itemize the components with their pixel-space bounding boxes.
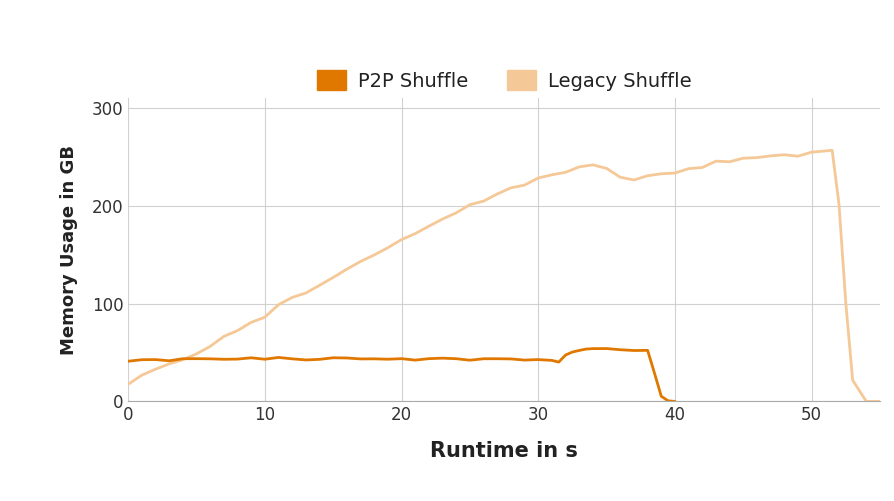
P2P Shuffle xyxy=(368,356,379,362)
Legacy Shuffle xyxy=(860,398,871,404)
X-axis label: Runtime in s: Runtime in s xyxy=(430,441,578,461)
P2P Shuffle xyxy=(451,356,461,362)
P2P Shuffle xyxy=(342,355,352,361)
Legacy Shuffle xyxy=(839,300,850,306)
P2P Shuffle xyxy=(355,356,366,362)
P2P Shuffle xyxy=(396,356,407,362)
P2P Shuffle xyxy=(464,357,475,363)
P2P Shuffle xyxy=(122,358,133,364)
Legacy Shuffle xyxy=(873,398,884,404)
P2P Shuffle xyxy=(246,355,257,361)
P2P Shuffle xyxy=(164,358,174,364)
Legacy Shuffle xyxy=(826,147,837,153)
P2P Shuffle xyxy=(546,357,557,363)
P2P Shuffle xyxy=(532,357,543,363)
P2P Shuffle xyxy=(560,352,570,358)
P2P Shuffle xyxy=(573,347,584,353)
P2P Shuffle xyxy=(552,359,563,365)
Legacy Shuffle xyxy=(300,290,311,296)
Legend: P2P Shuffle, Legacy Shuffle: P2P Shuffle, Legacy Shuffle xyxy=(308,63,698,99)
P2P Shuffle xyxy=(273,354,283,360)
P2P Shuffle xyxy=(218,356,229,362)
Legacy Shuffle xyxy=(696,164,707,170)
P2P Shuffle xyxy=(492,356,502,362)
P2P Shuffle xyxy=(662,398,672,404)
P2P Shuffle xyxy=(614,347,625,353)
P2P Shuffle xyxy=(327,355,338,361)
P2P Shuffle xyxy=(519,357,529,363)
P2P Shuffle xyxy=(436,355,447,361)
P2P Shuffle xyxy=(580,346,591,352)
P2P Shuffle xyxy=(477,356,488,362)
P2P Shuffle xyxy=(300,357,311,363)
Line: Legacy Shuffle: Legacy Shuffle xyxy=(128,150,879,401)
P2P Shuffle xyxy=(601,346,611,352)
Legacy Shuffle xyxy=(314,282,325,288)
P2P Shuffle xyxy=(259,356,270,362)
P2P Shuffle xyxy=(423,356,434,362)
P2P Shuffle xyxy=(191,356,202,362)
P2P Shuffle xyxy=(655,393,666,399)
P2P Shuffle xyxy=(586,346,597,352)
P2P Shuffle xyxy=(205,356,215,362)
P2P Shuffle xyxy=(232,356,242,362)
Y-axis label: Memory Usage in GB: Memory Usage in GB xyxy=(60,145,78,355)
Legacy Shuffle xyxy=(122,381,133,387)
P2P Shuffle xyxy=(286,356,297,362)
P2P Shuffle xyxy=(505,356,516,362)
P2P Shuffle xyxy=(669,398,679,404)
P2P Shuffle xyxy=(567,349,578,355)
P2P Shuffle xyxy=(314,356,325,362)
P2P Shuffle xyxy=(648,370,659,376)
P2P Shuffle xyxy=(409,357,420,363)
P2P Shuffle xyxy=(628,348,638,354)
Line: P2P Shuffle: P2P Shuffle xyxy=(128,349,674,401)
P2P Shuffle xyxy=(382,356,392,362)
Legacy Shuffle xyxy=(778,152,789,158)
Legacy Shuffle xyxy=(642,173,653,179)
P2P Shuffle xyxy=(136,357,147,363)
P2P Shuffle xyxy=(177,356,188,362)
P2P Shuffle xyxy=(150,357,161,363)
P2P Shuffle xyxy=(642,347,653,353)
